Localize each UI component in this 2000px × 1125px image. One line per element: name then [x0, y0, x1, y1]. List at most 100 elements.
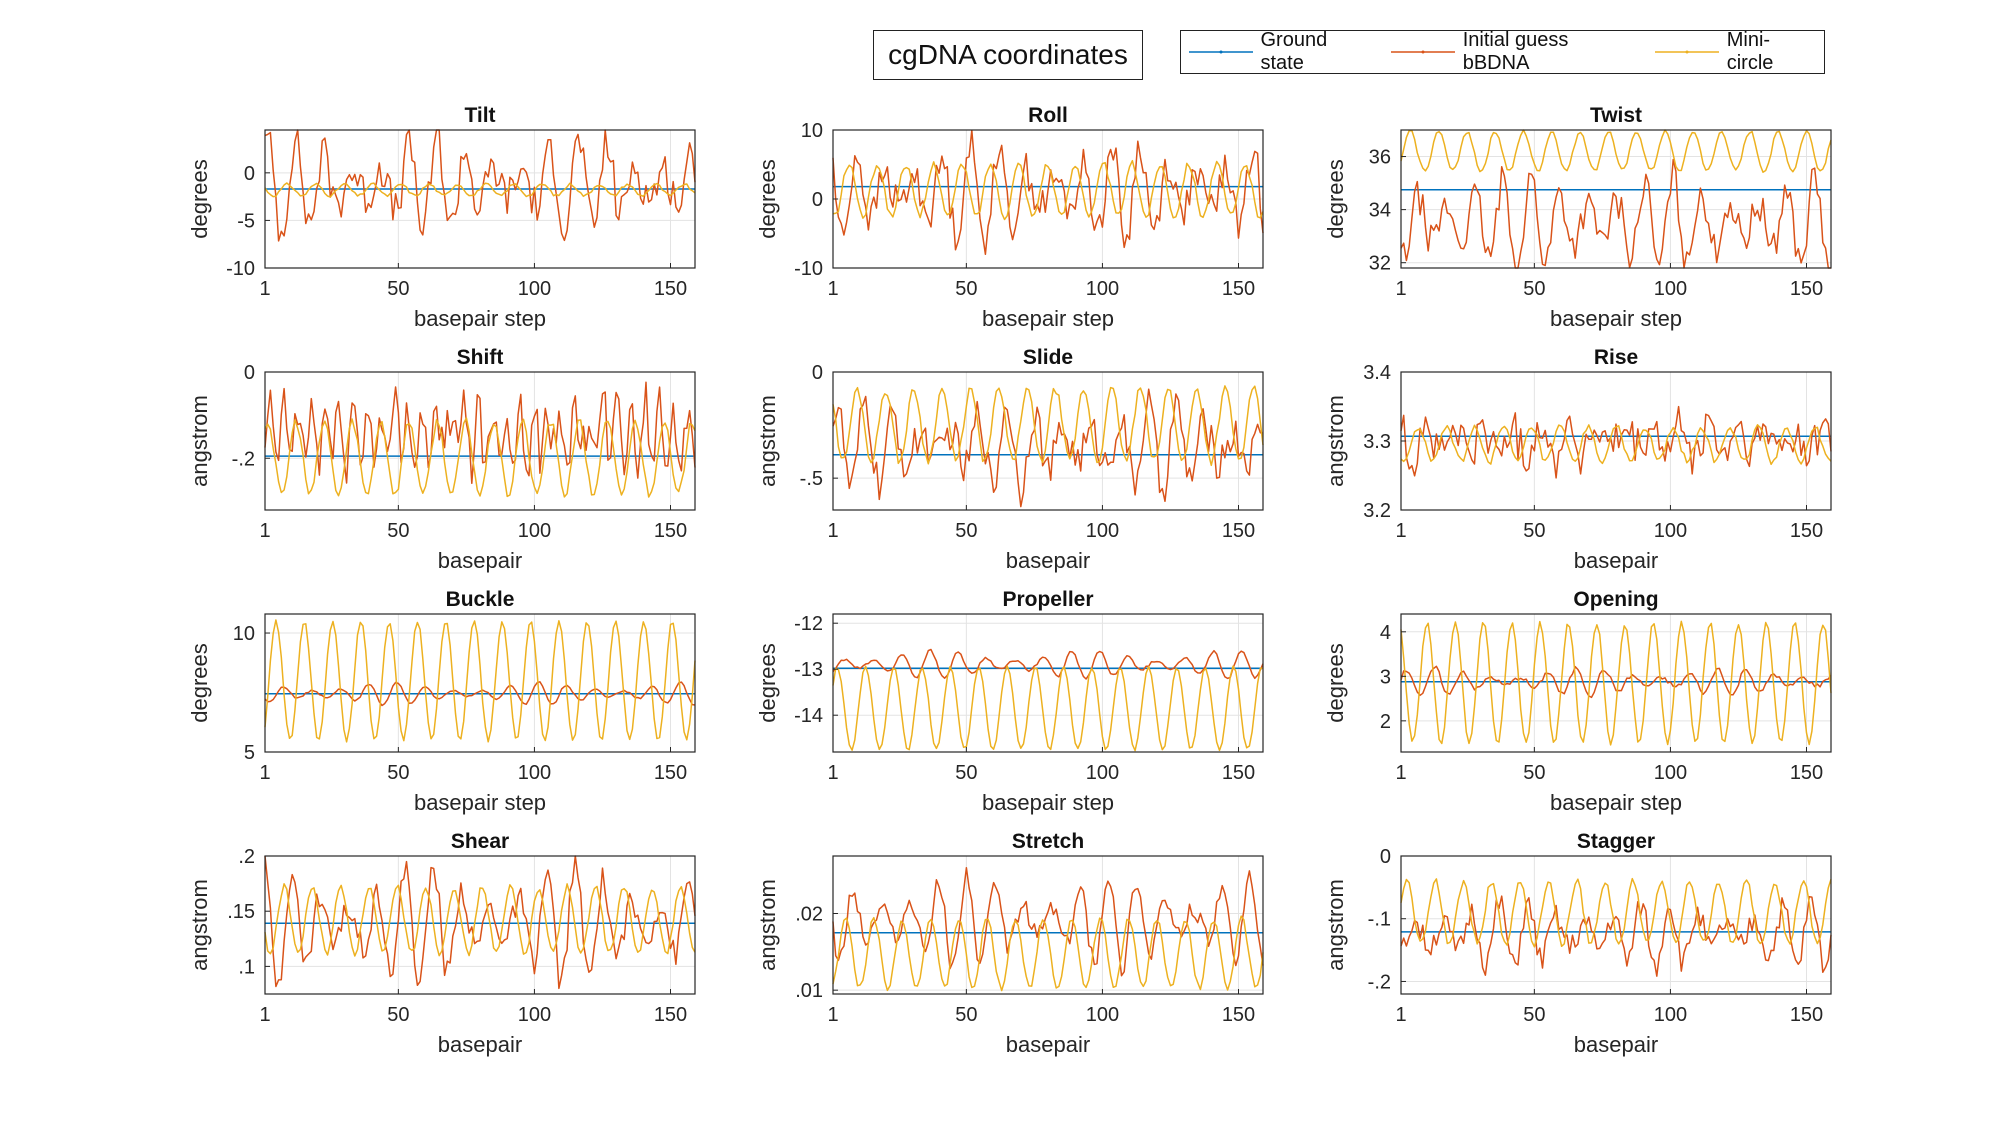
x-axis-label: basepair — [1006, 1032, 1090, 1057]
x-tick-label: 50 — [955, 1004, 977, 1026]
x-tick-label: 1 — [1395, 520, 1406, 542]
y-tick-label: 0 — [1380, 846, 1391, 868]
x-tick-label: 100 — [1086, 520, 1119, 542]
y-tick-label: 2 — [1380, 711, 1391, 733]
x-tick-label: 100 — [1086, 1004, 1119, 1026]
series-line-initial-guess-bbdna — [264, 855, 696, 990]
x-tick-label: 50 — [955, 278, 977, 300]
y-tick-label: 3.4 — [1363, 362, 1391, 384]
x-tick-label: 100 — [518, 520, 551, 542]
legend-item-ground-state: Ground state — [1189, 29, 1375, 75]
series-line-initial-guess-bbdna — [264, 129, 696, 242]
axes-frame — [264, 129, 696, 269]
y-tick-label: -.5 — [800, 468, 823, 490]
y-axis-label: angstrom — [187, 395, 212, 487]
x-tick-label: 50 — [1523, 1004, 1545, 1026]
x-tick-label: 150 — [1790, 762, 1823, 784]
x-axis-label: basepair — [1574, 1032, 1658, 1057]
x-axis-label: basepair — [438, 548, 522, 573]
x-tick-label: 50 — [387, 762, 409, 784]
y-tick-label: 10 — [233, 623, 255, 645]
subplot-title: Propeller — [1002, 588, 1093, 611]
subplot-title: Twist — [1590, 104, 1642, 127]
y-axis-label: angstrom — [1323, 879, 1348, 971]
x-tick-label: 1 — [1395, 1004, 1406, 1026]
series-line-initial-guess-bbdna — [264, 381, 696, 485]
series-line-initial-guess-bbdna — [832, 648, 1264, 680]
legend-swatch-ground-state — [1189, 50, 1253, 54]
y-tick-label: 0 — [812, 189, 823, 211]
y-tick-label: 34 — [1369, 200, 1391, 222]
legend-label-ground-state: Ground state — [1260, 29, 1328, 74]
x-tick-label: 100 — [1654, 762, 1687, 784]
x-tick-label: 50 — [1523, 520, 1545, 542]
plot-area — [265, 856, 695, 994]
y-tick-label: 3 — [1380, 666, 1391, 688]
x-tick-label: 150 — [1790, 1004, 1823, 1026]
legend-item-mini-circle: Mini-circle — [1655, 29, 1816, 75]
x-tick-label: 100 — [1654, 520, 1687, 542]
plot-area — [265, 372, 695, 510]
x-axis-label: basepair — [1574, 548, 1658, 573]
series-line-mini-circle — [832, 915, 1264, 992]
x-tick-label: 1 — [827, 1004, 838, 1026]
plot-area — [833, 614, 1263, 752]
series-line-mini-circle — [832, 665, 1264, 752]
axes-frame — [832, 613, 1264, 753]
subplot-title: Opening — [1573, 588, 1658, 611]
x-axis-label: basepair step — [1550, 790, 1682, 815]
y-tick-label: -14 — [794, 705, 823, 727]
subplot-title: Roll — [1028, 104, 1068, 127]
x-tick-label: 1 — [259, 762, 270, 784]
y-tick-label: -10 — [226, 258, 255, 280]
x-tick-label: 1 — [827, 278, 838, 300]
series-line-initial-guess-bbdna — [832, 866, 1264, 977]
x-tick-label: 50 — [387, 1004, 409, 1026]
x-tick-label: 150 — [654, 762, 687, 784]
y-tick-label: -.2 — [1368, 971, 1391, 993]
series-line-mini-circle — [264, 883, 696, 957]
x-tick-label: 100 — [1086, 278, 1119, 300]
x-tick-label: 1 — [259, 278, 270, 300]
x-tick-label: 150 — [1790, 278, 1823, 300]
y-tick-label: 3.2 — [1363, 500, 1391, 522]
y-tick-label: 0 — [244, 163, 255, 185]
y-tick-label: -13 — [794, 659, 823, 681]
y-tick-label: 3.3 — [1363, 431, 1391, 453]
y-tick-label: .01 — [795, 980, 823, 1002]
x-tick-label: 150 — [1222, 278, 1255, 300]
legend-item-initial-guess: Initial guess bBDNA — [1391, 29, 1639, 75]
x-tick-label: 150 — [1790, 520, 1823, 542]
x-tick-label: 1 — [1395, 278, 1406, 300]
y-tick-label: 0 — [812, 362, 823, 384]
y-tick-label: 10 — [801, 120, 823, 142]
x-tick-label: 1 — [259, 520, 270, 542]
figure-title: cgDNA coordinates — [873, 30, 1143, 80]
x-axis-label: basepair step — [414, 790, 546, 815]
x-tick-label: 50 — [387, 520, 409, 542]
y-tick-label: .1 — [238, 956, 255, 978]
y-tick-label: 4 — [1380, 622, 1391, 644]
series-line-initial-guess-bbdna — [1400, 895, 1832, 977]
series-line-mini-circle — [1400, 424, 1832, 466]
subplot-title: Buckle — [446, 588, 515, 611]
legend-label-mini-circle: Mini-circle — [1726, 29, 1774, 74]
y-tick-label: 5 — [244, 742, 255, 764]
axes-frame — [1400, 613, 1832, 753]
subplot-title: Slide — [1023, 346, 1073, 369]
x-tick-label: 50 — [387, 278, 409, 300]
y-tick-label: .15 — [227, 901, 255, 923]
x-tick-label: 100 — [518, 278, 551, 300]
series-line-mini-circle — [264, 182, 696, 198]
y-tick-label: -12 — [794, 613, 823, 635]
x-axis-label: basepair step — [1550, 306, 1682, 331]
y-tick-label: -.1 — [1368, 909, 1391, 931]
legend-swatch-initial-guess — [1391, 50, 1455, 54]
